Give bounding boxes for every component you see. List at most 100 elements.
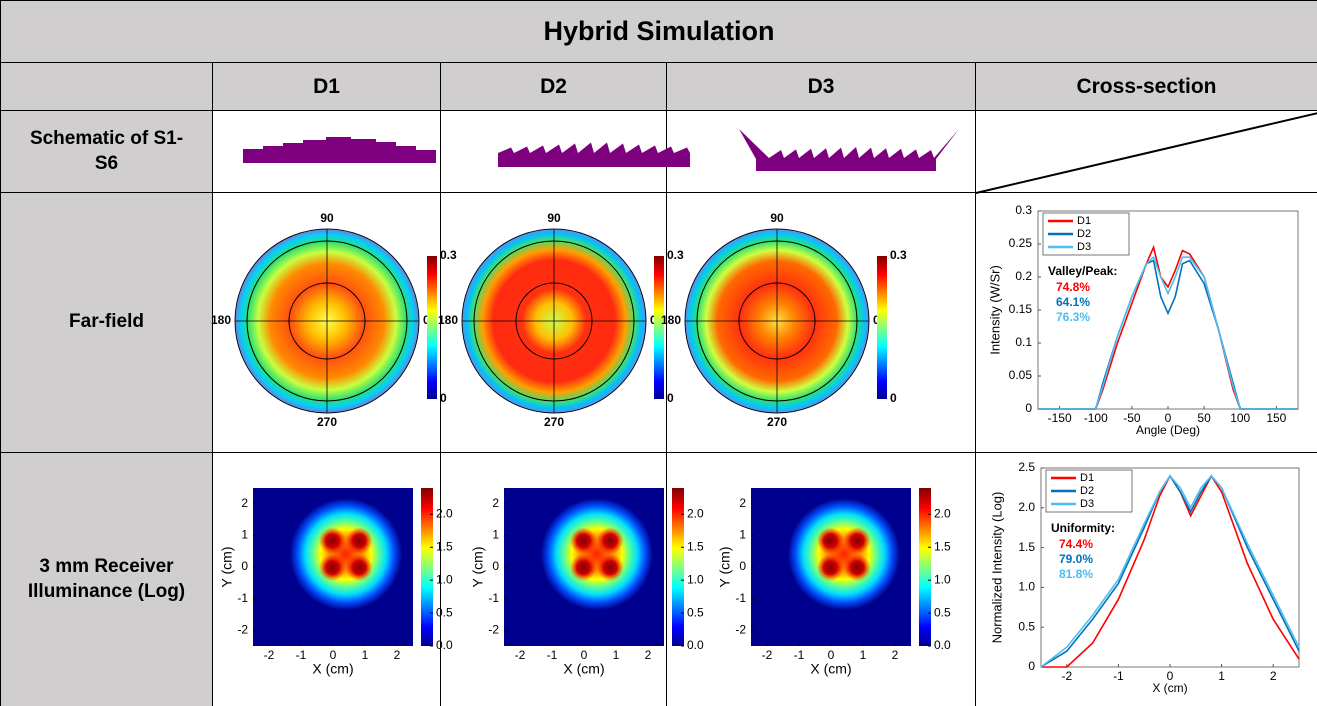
annotation-value: 76.3% bbox=[1056, 310, 1090, 324]
angle-label: 180 bbox=[661, 313, 681, 327]
x-tick-label: -1 bbox=[547, 648, 558, 662]
y-tick-label: 0 bbox=[1028, 659, 1035, 673]
colorbar-tick-label: 1.5 bbox=[436, 539, 453, 553]
colorbar bbox=[672, 488, 684, 646]
y-tick-label: 2 bbox=[241, 496, 248, 510]
annotation-title: Valley/Peak: bbox=[1048, 264, 1117, 278]
x-tick-label: 2 bbox=[394, 648, 401, 662]
y-tick-label: 1 bbox=[492, 528, 499, 542]
y-tick-label: 0.1 bbox=[1015, 335, 1032, 349]
schematic-shape bbox=[243, 137, 436, 163]
x-tick-label: -1 bbox=[1113, 669, 1124, 683]
x-tick-label: -150 bbox=[1048, 411, 1072, 425]
colorbar-tick-label: 2.0 bbox=[687, 507, 704, 521]
x-tick-label: 150 bbox=[1266, 411, 1286, 425]
illuminance-spot bbox=[597, 554, 624, 581]
colorbar-tick-label: 1.0 bbox=[934, 572, 951, 586]
y-tick-label: 0 bbox=[739, 559, 746, 573]
annotation-value: 79.0% bbox=[1059, 552, 1093, 566]
x-tick-label: -2 bbox=[762, 648, 773, 662]
diagonal-line bbox=[976, 113, 1317, 193]
y-axis-label: Y (cm) bbox=[717, 547, 733, 588]
legend-label: D2 bbox=[1077, 228, 1091, 240]
colorbar-tick-label: 0.5 bbox=[687, 605, 704, 619]
angle-label: 270 bbox=[317, 415, 337, 429]
colorbar-tick-label: 1.0 bbox=[687, 572, 704, 586]
angle-label: 90 bbox=[320, 211, 334, 225]
x-tick-label: -1 bbox=[296, 648, 307, 662]
y-tick-label: 0 bbox=[241, 559, 248, 573]
colorbar-tick-label: 0.5 bbox=[436, 605, 453, 619]
schematic-shape bbox=[498, 143, 690, 168]
angle-label: 270 bbox=[767, 415, 787, 429]
y-axis-label: Intensity (W/Sr) bbox=[987, 265, 1002, 355]
colorbar-tick-label: 0 bbox=[667, 391, 674, 405]
colorbar bbox=[654, 256, 664, 399]
colorbar bbox=[421, 488, 433, 646]
y-tick-label: -2 bbox=[488, 622, 499, 636]
schematic-shape bbox=[739, 129, 959, 171]
y-tick-label: 1 bbox=[739, 528, 746, 542]
illuminance-spot bbox=[817, 527, 844, 554]
annotation-value: 74.4% bbox=[1059, 537, 1093, 551]
y-tick-label: 0.05 bbox=[1009, 368, 1033, 382]
annotation-title: Uniformity: bbox=[1051, 521, 1115, 535]
illuminance-spot bbox=[570, 527, 597, 554]
y-tick-label: 2 bbox=[492, 496, 499, 510]
colorbar-tick-label: 0 bbox=[890, 391, 897, 405]
colorbar-tick-label: 2.0 bbox=[436, 507, 453, 521]
colorbar-tick-label: 0.0 bbox=[934, 638, 951, 652]
y-tick-label: 0.2 bbox=[1015, 269, 1032, 283]
illuminance-blob bbox=[290, 498, 402, 610]
colorbar-tick-label: 0.0 bbox=[436, 638, 453, 652]
x-tick-label: 2 bbox=[1270, 669, 1277, 683]
x-axis-label: X (cm) bbox=[312, 661, 353, 677]
y-tick-label: -1 bbox=[237, 591, 248, 605]
legend-label: D3 bbox=[1077, 241, 1091, 253]
angle-label: 90 bbox=[770, 211, 784, 225]
x-axis-label: X (cm) bbox=[563, 661, 604, 677]
x-axis-label: X (cm) bbox=[1152, 681, 1187, 695]
illuminance-spot bbox=[346, 527, 373, 554]
legend-label: D2 bbox=[1080, 485, 1094, 497]
colorbar-tick-label: 0.3 bbox=[440, 248, 457, 262]
illuminance-spot bbox=[844, 527, 871, 554]
y-tick-label: 1.0 bbox=[1018, 580, 1035, 594]
illuminance-spot bbox=[570, 554, 597, 581]
illuminance-spot bbox=[346, 554, 373, 581]
x-tick-label: -2 bbox=[264, 648, 275, 662]
colorbar-tick-label: 1.5 bbox=[687, 539, 704, 553]
colorbar-tick-label: 1.0 bbox=[436, 572, 453, 586]
x-tick-label: 2 bbox=[892, 648, 899, 662]
legend-label: D1 bbox=[1080, 472, 1094, 484]
colorbar bbox=[919, 488, 931, 646]
y-axis-label: Normalized Intensity (Log) bbox=[989, 492, 1004, 644]
x-tick-label: 1 bbox=[860, 648, 867, 662]
angle-label: 180 bbox=[438, 313, 458, 327]
legend-label: D3 bbox=[1080, 498, 1094, 510]
y-tick-label: 2 bbox=[739, 496, 746, 510]
annotation-value: 81.8% bbox=[1059, 567, 1093, 581]
angle-label: 270 bbox=[544, 415, 564, 429]
illuminance-spot bbox=[597, 527, 624, 554]
x-axis-label: Angle (Deg) bbox=[1136, 423, 1200, 437]
y-tick-label: 0.5 bbox=[1018, 619, 1035, 633]
x-tick-label: 1 bbox=[362, 648, 369, 662]
y-axis-label: Y (cm) bbox=[470, 547, 486, 588]
x-tick-label: -1 bbox=[794, 648, 805, 662]
colorbar bbox=[877, 256, 887, 399]
x-tick-label: 1 bbox=[1218, 669, 1225, 683]
illuminance-spot bbox=[319, 527, 346, 554]
x-tick-label: 100 bbox=[1230, 411, 1250, 425]
illuminance-blob bbox=[788, 498, 900, 610]
angle-label: 90 bbox=[547, 211, 561, 225]
y-tick-label: 0 bbox=[492, 559, 499, 573]
colorbar-tick-label: 0.5 bbox=[934, 605, 951, 619]
x-tick-label: -2 bbox=[1061, 669, 1072, 683]
colorbar-tick-label: 0.3 bbox=[667, 248, 684, 262]
annotation-value: 64.1% bbox=[1056, 295, 1090, 309]
y-tick-label: 2.5 bbox=[1018, 460, 1035, 474]
colorbar bbox=[427, 256, 437, 399]
y-tick-label: 1.5 bbox=[1018, 540, 1035, 554]
colorbar-tick-label: 0.0 bbox=[687, 638, 704, 652]
